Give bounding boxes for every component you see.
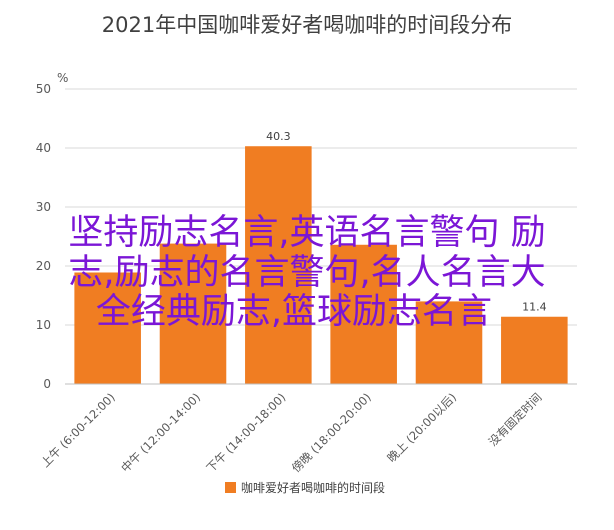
bar <box>501 316 568 384</box>
bar <box>245 146 312 384</box>
y-tick-label: 20 <box>36 259 51 273</box>
y-tick-label: 50 <box>36 82 51 96</box>
overlay-line-1: 坚持励志名言,英语名言警句 励 <box>68 213 545 253</box>
data-labels: 40.3 11.4 <box>266 130 546 314</box>
y-tick-label: 30 <box>36 200 51 214</box>
overlay-line-3: 全经典励志,篮球励志名言 <box>96 292 492 332</box>
x-tick-label: 下午 (14:00-18:00) <box>204 390 289 475</box>
gridlines <box>65 88 577 326</box>
bar <box>415 301 483 384</box>
x-tick-label: 上午 (6:00-12:00) <box>38 390 118 470</box>
x-tick-label: 没有固定时间 <box>486 390 545 449</box>
y-tick-label: 10 <box>36 318 51 332</box>
overlay-watermark-text: 坚持励志名言,英语名言警句 励 志,励志的名言警句,名人名言大 全经典励志,篮球… <box>68 213 545 332</box>
x-tick-label: 傍晚 (18:00-20:00) <box>289 390 374 475</box>
data-label: 11.4 <box>522 301 547 314</box>
data-label: 40.3 <box>266 130 291 143</box>
legend-swatch <box>225 482 236 493</box>
y-tick-label: 40 <box>36 141 51 155</box>
x-tick-label: 中午 (12:00-14:00) <box>118 390 203 475</box>
y-tick-label: 0 <box>43 377 51 391</box>
x-tick-label: 晚上 (20:00以后) <box>384 390 459 465</box>
y-axis-unit: % <box>57 71 68 85</box>
y-tick-labels: 0 10 20 30 40 50 <box>36 82 51 391</box>
chart-title: 2021年中国咖啡爱好者喝咖啡的时间段分布 <box>102 13 512 37</box>
bar <box>74 272 141 384</box>
legend-label: 咖啡爱好者喝咖啡的时间段 <box>241 480 385 495</box>
x-tick-labels: 上午 (6:00-12:00) 中午 (12:00-14:00) 下午 (14:00… <box>38 390 544 475</box>
bars <box>74 146 568 384</box>
legend: 咖啡爱好者喝咖啡的时间段 <box>225 480 385 495</box>
bar <box>330 244 397 384</box>
overlay-line-2: 志,励志的名言警句,名人名言大 <box>68 253 545 293</box>
bar <box>159 243 227 384</box>
